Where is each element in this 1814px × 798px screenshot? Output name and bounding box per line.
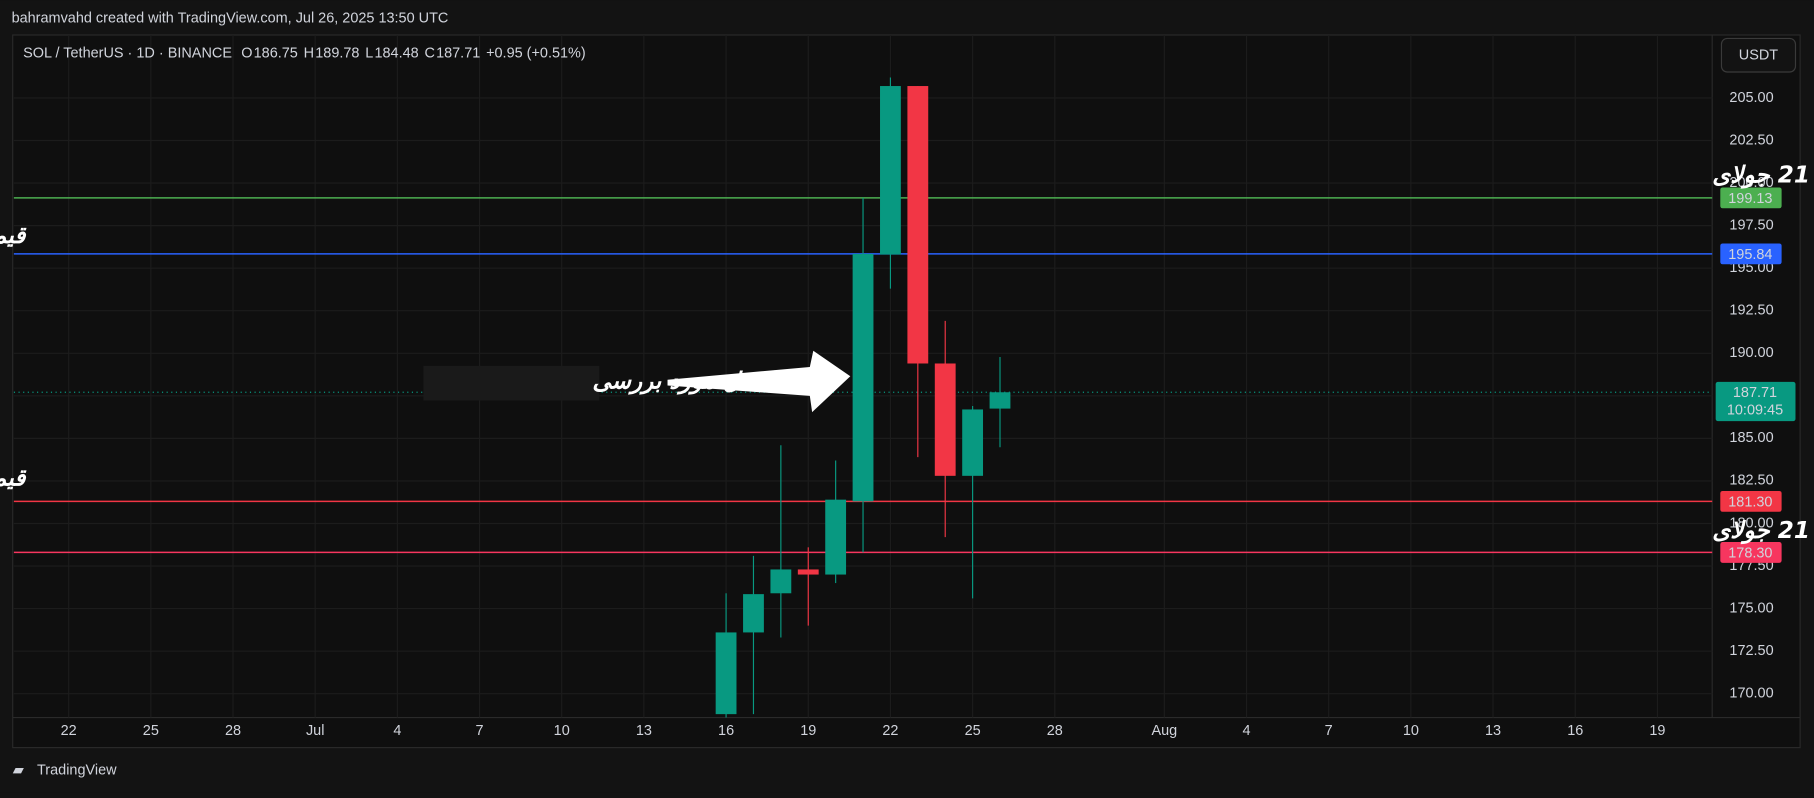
legend-text: 184.48: [374, 45, 418, 61]
x-tick-label: Jul: [306, 723, 324, 739]
x-tick-label: 22: [882, 723, 898, 739]
legend-text: C: [424, 45, 434, 61]
candle-body: [989, 392, 1011, 409]
x-tick-label: 28: [225, 723, 241, 739]
annotation-bg: [423, 365, 600, 401]
candle-body: [825, 499, 847, 575]
header: bahramvahd created with TradingView.com,…: [12, 11, 449, 27]
price-tag: [1720, 187, 1782, 209]
legend-text: SOL / TetherUS · 1D · BINANCE: [23, 45, 232, 61]
x-tick-label: 7: [1325, 723, 1333, 739]
x-tick-label: 13: [636, 723, 652, 739]
candle-body: [934, 363, 956, 476]
last-price-label: 187.71: [1733, 385, 1777, 401]
annotation: پایین‌ترین قیمت ثبت شده در روز 21 جولای: [1712, 518, 1814, 545]
y-tick-label: 197.50: [1729, 217, 1773, 233]
annotation: بالاترین قیمت ثبت شده در روز 21 جولای: [1712, 163, 1814, 190]
x-tick-label: 22: [61, 723, 77, 739]
x-tick-label: 25: [143, 723, 159, 739]
countdown: 10:09:45: [1727, 403, 1783, 419]
y-tick-label: 172.50: [1729, 643, 1773, 659]
legend-text: 189.78: [315, 45, 359, 61]
y-tick-label: 175.00: [1729, 600, 1773, 616]
x-tick-label: 10: [1403, 723, 1419, 739]
x-tick-label: 10: [554, 723, 570, 739]
candle-body: [907, 86, 929, 364]
y-tick-label: 205.00: [1729, 90, 1773, 106]
x-tick-label: 16: [1567, 723, 1583, 739]
chart-pane: [12, 34, 1801, 749]
candle-body: [715, 632, 737, 715]
x-tick-label: 16: [718, 723, 734, 739]
x-tick-label: 19: [1649, 723, 1665, 739]
legend-text: H: [304, 45, 314, 61]
legend-text: +0.95 (+0.51%): [486, 45, 586, 61]
y-tick-label: 182.50: [1729, 473, 1773, 489]
y-tick-label: 200.00: [1729, 175, 1773, 191]
arrow: [667, 350, 851, 413]
candle-body: [962, 409, 984, 476]
candle-body: [770, 569, 792, 594]
legend-text: L: [365, 45, 373, 61]
last-price-tag: [1715, 381, 1796, 422]
y-tick-label: 192.50: [1729, 303, 1773, 319]
y-tick-label: 185.00: [1729, 430, 1773, 446]
candle-body: [797, 569, 819, 575]
x-tick-label: 25: [965, 723, 981, 739]
currency[interactable]: USDT: [1739, 48, 1779, 64]
price-tag-label: 181.30: [1728, 494, 1772, 510]
y-tick-label: 202.50: [1729, 132, 1773, 148]
price-tag: [1720, 490, 1782, 512]
price-tag-label: 178.30: [1728, 545, 1772, 561]
x-tick-label: 13: [1485, 723, 1501, 739]
logo-icon: ▰: [13, 763, 25, 779]
legend-text: 187.71: [436, 45, 480, 61]
candle-body: [743, 594, 764, 633]
price-tag: [1720, 542, 1782, 563]
x-tick-label: 4: [1243, 723, 1251, 739]
candle-body: [880, 86, 901, 255]
y-tick-label: 190.00: [1729, 345, 1773, 361]
price-tag-label: 199.13: [1728, 191, 1772, 207]
annotation: قیمت باز شدن کندل: [0, 466, 27, 493]
annotation: کندل مورد بررسی: [592, 369, 776, 396]
x-tick-label: Aug: [1151, 723, 1177, 739]
x-tick-label: 28: [1047, 723, 1063, 739]
x-tick-label: 7: [476, 723, 484, 739]
y-tick-label: 180.00: [1729, 515, 1773, 531]
footer-logo: TradingView: [37, 763, 117, 779]
y-tick-label: 170.00: [1729, 686, 1773, 702]
price-tag-label: 195.84: [1728, 247, 1772, 263]
currency-button[interactable]: [1720, 37, 1797, 73]
legend-text: 186.75: [254, 45, 298, 61]
x-tick-label: 19: [800, 723, 816, 739]
candle-body: [852, 253, 874, 502]
x-tick-label: 4: [393, 723, 401, 739]
plot-area: 170.00172.50175.00177.50180.00182.50185.…: [13, 34, 1796, 739]
annotation: قیمت بسته شدن کندل: [0, 223, 27, 249]
legend-text: O: [241, 45, 252, 61]
price-tag: [1720, 243, 1782, 265]
